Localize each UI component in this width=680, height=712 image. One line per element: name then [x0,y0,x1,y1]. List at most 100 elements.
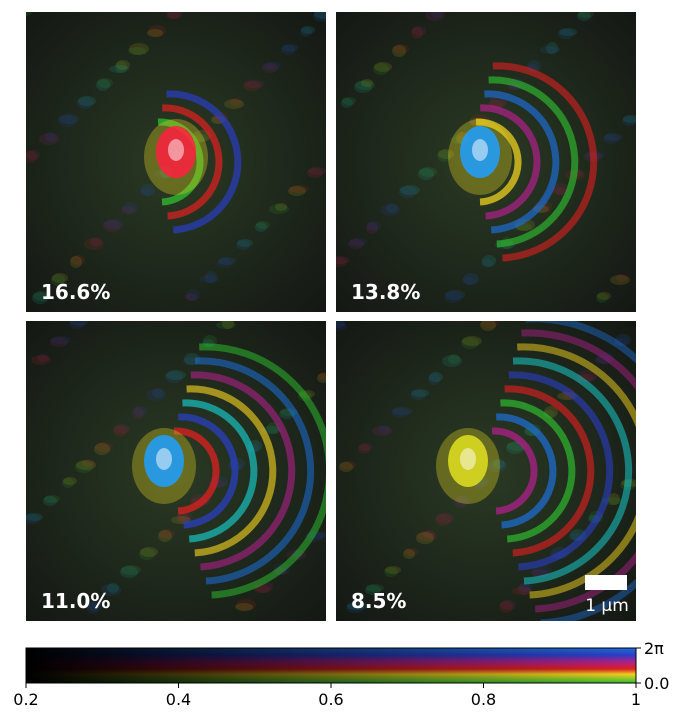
speckle [392,45,406,57]
panels: 16.6%13.8%11.0%8.5%1 μm [20,7,680,623]
speckle [358,444,370,454]
speckle [70,256,82,268]
speckle [300,27,312,37]
speckle [512,587,532,595]
speckle [62,478,74,488]
speckle [461,337,479,349]
speckle [366,222,378,234]
speckle [558,29,574,39]
spot-core [472,139,488,161]
speckle [622,116,636,126]
speckle [121,206,135,214]
speckle [39,133,59,145]
speckle [354,81,372,93]
speckle [313,10,331,22]
speckle [120,566,138,578]
panel-label: 8.5% [351,589,406,613]
speckle [132,407,144,419]
x-tick-label: 0.2 [13,690,38,709]
speckle [416,532,434,544]
speckle [418,168,434,180]
speckle [348,239,364,249]
speckle [269,204,289,214]
speckle [435,514,451,526]
figure: 16.6%13.8%11.0%8.5%1 μm 0.20.40.60.810.0… [0,0,680,712]
speckle [603,134,619,144]
speckle [94,443,110,455]
speckle [58,115,76,127]
speckle [339,462,353,472]
colorbar: 0.2 0.4 0.6 0.8 10.0 2π [13,639,669,709]
speckle [216,321,236,329]
y-tick-label: 0.0 [644,674,669,693]
speckle [329,257,347,267]
speckle [403,549,415,559]
speckle [442,355,462,367]
speckle [411,27,423,39]
speckle [147,29,163,37]
speckle [185,293,197,301]
speckle [96,79,110,91]
speckle [77,97,93,109]
speckle [199,275,219,283]
speckle [577,11,591,21]
panel [329,8,639,312]
spot-core [460,448,476,470]
speckle [31,355,51,365]
speckle [243,81,261,91]
panel [327,318,680,623]
speckle [540,46,560,54]
speckle [327,321,347,331]
scale-bar [585,575,627,590]
y-tick-label: 2π [644,639,664,658]
speckle [262,63,278,73]
speckle [235,603,253,611]
speckle [84,238,104,250]
speckle [610,275,630,285]
x-tick-label: 0.8 [471,690,496,709]
speckle [288,186,306,196]
speckle [140,188,152,196]
speckle [380,204,400,216]
speckle [24,514,40,524]
speckle [109,65,129,73]
x-tick-label: 1 [631,690,641,709]
speckle [373,63,389,75]
speckle [255,222,267,232]
speckle [113,425,127,437]
speckle [25,151,37,163]
speckle [158,530,172,542]
speckle [281,45,295,55]
speckle [20,8,32,16]
speckle [75,461,93,473]
panel-label: 11.0% [41,589,110,613]
x-tick-label: 0.4 [166,690,191,709]
panel-label: 16.6% [41,280,110,304]
speckle [391,408,409,418]
speckle [69,319,85,329]
speckle [165,371,183,383]
speckle [146,389,166,401]
speckle [481,259,493,267]
speckle [444,291,462,303]
speckle [428,373,440,385]
speckle [480,319,496,331]
speckle [139,548,155,560]
speckle [462,277,476,285]
speckle [341,98,353,108]
speckle [166,11,180,19]
spot-core [156,448,172,470]
speckle [128,47,146,55]
speckle [425,9,445,21]
panel [20,7,334,312]
x-tick-label: 0.6 [318,690,343,709]
speckle [372,426,392,436]
speckle [499,601,513,613]
colorbar-amplitude [26,648,636,683]
panel [24,317,332,621]
speckle [50,337,68,347]
speckle [43,496,57,506]
speckle [399,186,417,198]
spot-core [168,139,184,161]
scale-bar-label: 1 μm [585,596,629,616]
